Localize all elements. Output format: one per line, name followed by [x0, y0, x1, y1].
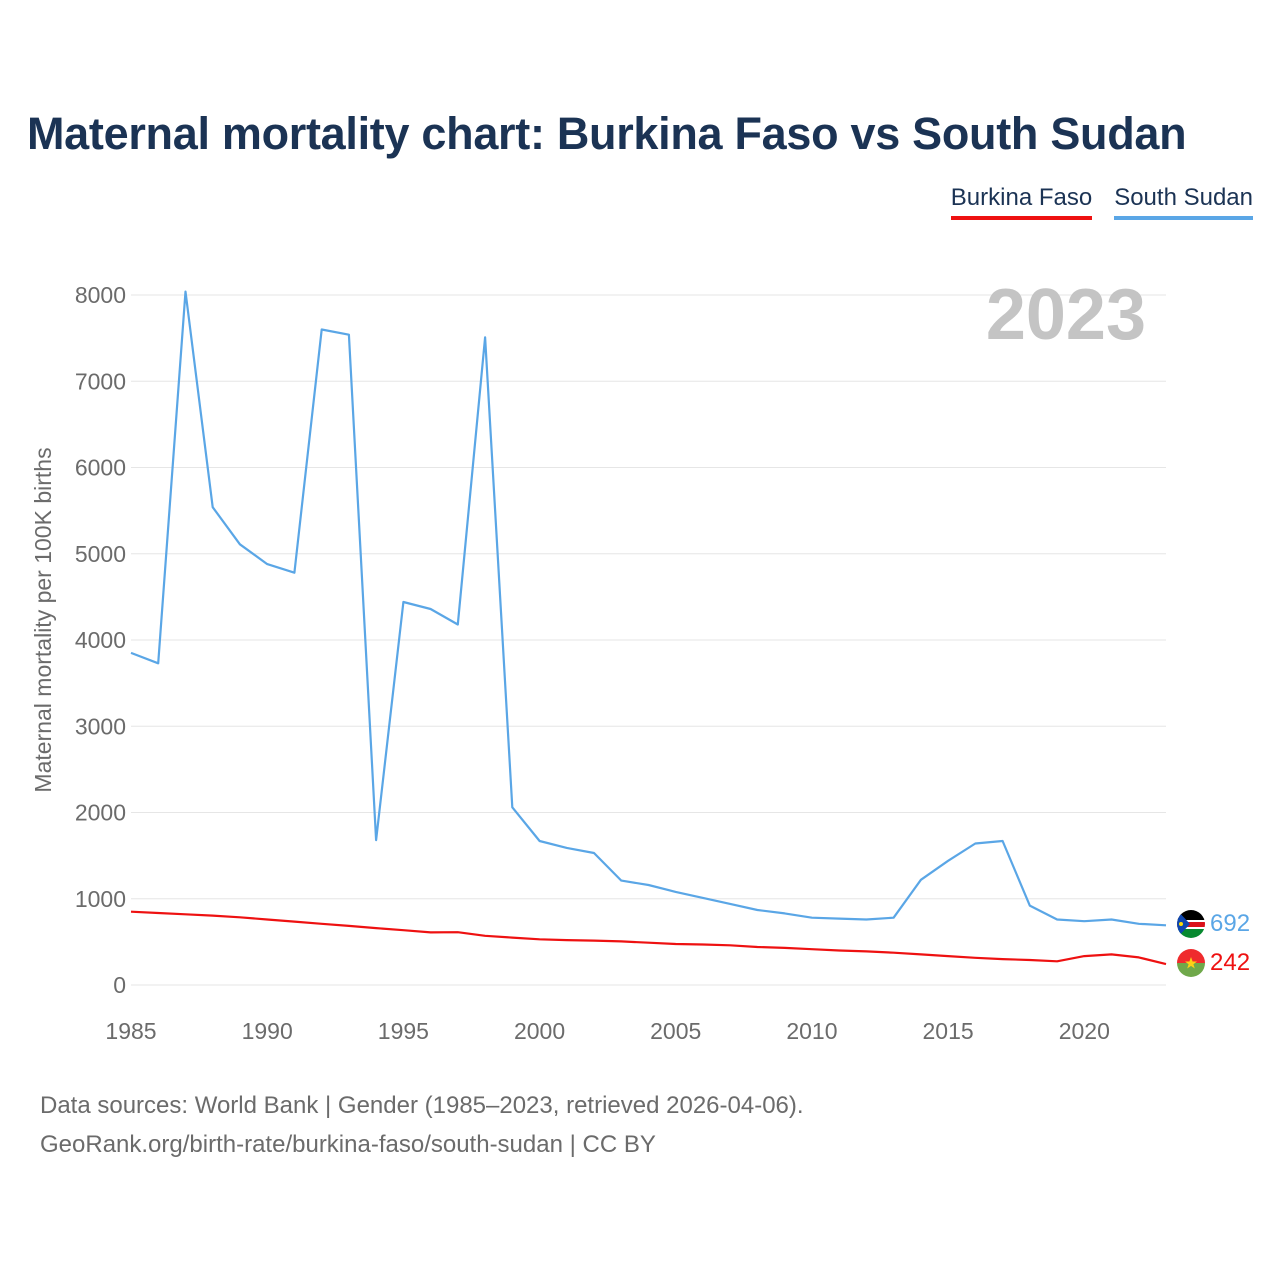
south-sudan-flag-icon [1177, 910, 1205, 938]
y-tick-label: 4000 [75, 627, 126, 653]
x-tick-label: 2015 [923, 1018, 974, 1044]
x-tick-label: 1995 [378, 1018, 429, 1044]
x-tick-label: 1990 [242, 1018, 293, 1044]
y-tick-label: 8000 [75, 282, 126, 308]
source-line-1: Data sources: World Bank | Gender (1985–… [40, 1092, 804, 1119]
chart-title: Maternal mortality chart: Burkina Faso v… [27, 108, 1187, 159]
x-axis-tick-labels: 1985 1990 1995 2000 2005 2010 2015 2020 [105, 1018, 1109, 1044]
x-tick-label: 2020 [1059, 1018, 1110, 1044]
burkina-faso-flag-icon [1177, 949, 1205, 977]
y-tick-label: 5000 [75, 541, 126, 567]
year-watermark: 2023 [986, 275, 1146, 355]
x-tick-label: 2000 [514, 1018, 565, 1044]
series-line-south-sudan[interactable] [130, 290, 1167, 927]
source-note: Data sources: World Bank | Gender (1985–… [40, 1086, 804, 1164]
x-tick-label: 1985 [105, 1018, 156, 1044]
south-sudan-end-label: 692 [1210, 910, 1250, 937]
series-line-burkina-faso[interactable] [130, 910, 1167, 966]
x-tick-label: 2010 [786, 1018, 837, 1044]
y-axis-label: Maternal mortality per 100K births [30, 447, 56, 792]
y-tick-label: 1000 [75, 886, 126, 912]
burkina-faso-end-label: 242 [1210, 949, 1250, 976]
legend: Burkina Faso South Sudan [950, 184, 1253, 220]
y-tick-label: 6000 [75, 455, 126, 481]
legend-item-burkina-faso[interactable]: Burkina Faso [950, 184, 1093, 220]
series-lines [130, 290, 1167, 966]
y-tick-label: 3000 [75, 713, 126, 739]
source-line-2[interactable]: GeoRank.org/birth-rate/burkina-faso/sout… [40, 1131, 656, 1158]
y-tick-label: 7000 [75, 368, 126, 394]
legend-item-south-sudan[interactable]: South Sudan [1114, 184, 1253, 220]
y-axis-tick-labels: 0 1000 2000 3000 4000 5000 6000 7000 8000 [75, 282, 126, 998]
x-tick-label: 2005 [650, 1018, 701, 1044]
y-tick-label: 0 [113, 972, 126, 998]
y-tick-label: 2000 [75, 800, 126, 826]
grid-lines [131, 294, 1166, 986]
